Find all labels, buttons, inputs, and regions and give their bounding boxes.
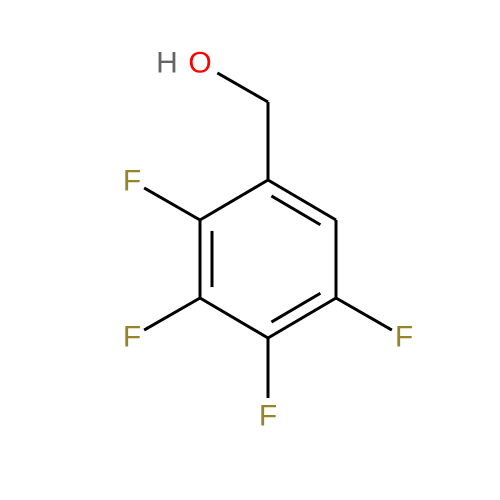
bond xyxy=(271,293,320,322)
atom-label-o: O xyxy=(188,47,211,80)
bond xyxy=(200,298,268,338)
bond xyxy=(144,188,200,220)
atom-label-f: F xyxy=(123,321,141,354)
atom-label-h: H xyxy=(156,47,178,80)
atom-label-f: F xyxy=(123,165,141,198)
atom-label-f: F xyxy=(395,321,413,354)
bond xyxy=(336,298,392,330)
atom-label-f: F xyxy=(259,400,277,433)
bond xyxy=(217,73,268,102)
molecule-diagram: HO F F F F xyxy=(0,0,500,500)
bond xyxy=(271,196,320,225)
bond xyxy=(200,180,268,220)
bond xyxy=(144,298,200,330)
